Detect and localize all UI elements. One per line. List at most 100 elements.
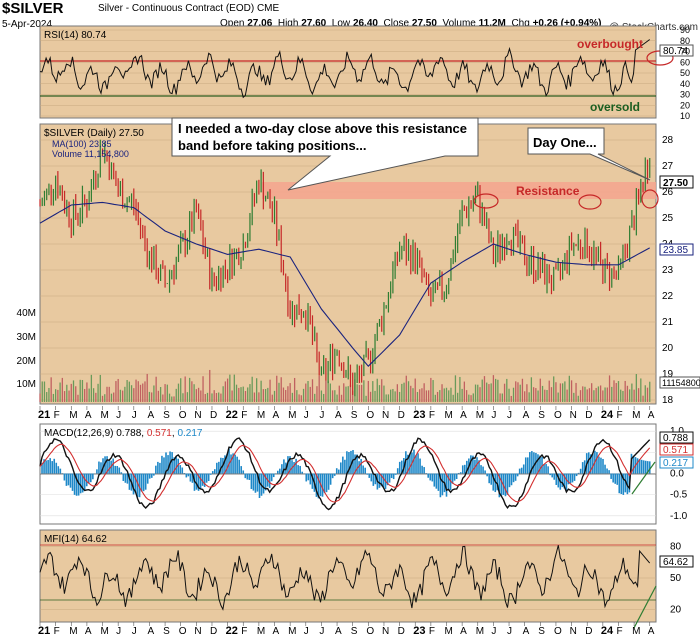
price-tick-label: 20 (662, 343, 674, 354)
x-axis-label: O (366, 626, 374, 637)
x-axis-label: M (101, 626, 109, 637)
macd-value-box (659, 431, 694, 444)
x-axis-label: F (241, 410, 247, 421)
volume-tick-label: 20M (17, 356, 36, 367)
x-axis-label: A (85, 410, 92, 421)
rsi-tick-label: 60 (680, 57, 690, 67)
x-axis-label: 21 (38, 625, 50, 637)
price-tick-label: 23 (662, 265, 674, 276)
mfi-gridlines (40, 546, 656, 610)
macd-gridlines (40, 430, 656, 517)
x-axis-label: F (241, 626, 247, 637)
ma-value-text: 23.85 (663, 245, 688, 256)
x-axis-label: M (101, 410, 109, 421)
vol-value-box (659, 376, 700, 389)
x-axis-label: O (366, 410, 374, 421)
mfi-tick-label: 50 (670, 573, 682, 584)
macd-value-text: 0.788 (663, 433, 688, 444)
macd-label-signal: 0.571 (147, 428, 172, 439)
x-axis-label: O (554, 410, 562, 421)
close-value: 27.50 (411, 18, 437, 29)
signal-line (39, 443, 651, 503)
ohlc-readout: Open 27.06 High 27.60 Low 26.40 Close 27… (220, 18, 602, 29)
volume-label: Volume (442, 18, 476, 29)
x-axis-label: 22 (226, 409, 238, 421)
symbol-title: $SILVER (2, 0, 64, 17)
x-axis-label: A (273, 410, 280, 421)
x-axis-label: N (570, 410, 577, 421)
x-axis-label: A (648, 410, 655, 421)
mfi-tick-label: 80 (670, 542, 682, 553)
callout-2-bubble (527, 127, 651, 181)
price-panel: Resistance $SILVER (Daily) 27.50 MA(100)… (17, 117, 700, 406)
callout-2-text: Day One... (533, 135, 597, 150)
chg-label: Chg (511, 18, 530, 29)
x-axis-label: M (288, 626, 296, 637)
rsi-value-text: 80.74 (663, 46, 688, 57)
volume-tick-label: 40M (17, 308, 36, 319)
mfi-value-text: 64.62 (663, 557, 688, 568)
ma100-line (39, 201, 650, 368)
x-axis-label: A (648, 626, 655, 637)
x-axis-label: A (273, 626, 280, 637)
x-axis-label: N (570, 626, 577, 637)
price-tick-label: 19 (662, 369, 674, 380)
x-axis-label: D (398, 410, 405, 421)
symbol-subtitle: Silver - Continuous Contract (EOD) CME (98, 3, 280, 14)
x-axis-label: N (382, 410, 389, 421)
price-tick-label: 18 (662, 395, 674, 406)
price-tick-label: 22 (662, 291, 674, 302)
macd-tick-label: 0.0 (670, 469, 684, 480)
oversold-label: oversold (590, 100, 640, 114)
macd-panel: MACD(12,26,9) 0.788, 0.571, 0.217 1.00.5… (39, 423, 694, 525)
x-axis-label: J (116, 410, 121, 421)
chg-value: +0.26 (+0.94%) (532, 18, 602, 29)
macd-label-hist: 0.217 (177, 428, 202, 439)
volume-value: 11.2M (478, 18, 506, 29)
x-axis-label: J (491, 410, 496, 421)
signal-value-text: 0.571 (663, 445, 688, 456)
volume-tick-label: 10M (17, 379, 36, 390)
x-axis-label: M (257, 410, 265, 421)
last-price-box (659, 175, 694, 189)
x-axis-label: A (147, 626, 154, 637)
macd-label-prefix: MACD(12,26,9) (44, 428, 113, 439)
x-axis-bottom: 21 F M A M J J A S O N D 22 F M A M J J A S O N D 23 F M A M J J A S O N D 2… (38, 622, 655, 637)
callout-1-line-2: band before taking positions... (178, 138, 367, 153)
x-axis-label: J (304, 626, 309, 637)
x-axis-label: N (194, 410, 201, 421)
rsi-tick-label: 40 (680, 79, 690, 89)
low-label: Low (331, 18, 351, 29)
rsi-value-box (659, 44, 694, 57)
x-axis-label: F (54, 626, 60, 637)
x-axis-label: M (257, 626, 265, 637)
x-axis-label: O (554, 626, 562, 637)
rsi-line (39, 39, 650, 99)
mfi-panel-bg (39, 529, 657, 623)
x-axis-label: F (616, 410, 622, 421)
close-label: Close (383, 18, 410, 29)
resistance-touch-circle-1 (473, 193, 499, 209)
x-axis-label: J (132, 410, 137, 421)
x-axis-label: D (585, 410, 592, 421)
x-axis-label: D (210, 626, 217, 637)
x-axis-label: M (476, 410, 484, 421)
x-axis-label: O (179, 626, 187, 637)
x-axis-label: F (429, 410, 435, 421)
high-value: 27.60 (301, 18, 327, 29)
x-axis-label: 23 (413, 625, 425, 637)
low-value: 26.40 (352, 18, 378, 29)
mfi-line (39, 545, 651, 611)
last-price-text: 27.50 (663, 178, 688, 189)
x-axis-label: J (304, 410, 309, 421)
x-axis-label: A (523, 626, 530, 637)
volume-legend: Volume 11,154,800 (52, 149, 129, 159)
x-axis-label: A (460, 410, 467, 421)
x-axis-label: M (288, 410, 296, 421)
x-axis-label: N (194, 626, 201, 637)
hist-value-box (659, 456, 694, 469)
x-axis-label: S (163, 626, 170, 637)
mfi-tick-labels: 80 50 20 (670, 542, 682, 616)
hist-value-text: 0.217 (663, 458, 688, 469)
